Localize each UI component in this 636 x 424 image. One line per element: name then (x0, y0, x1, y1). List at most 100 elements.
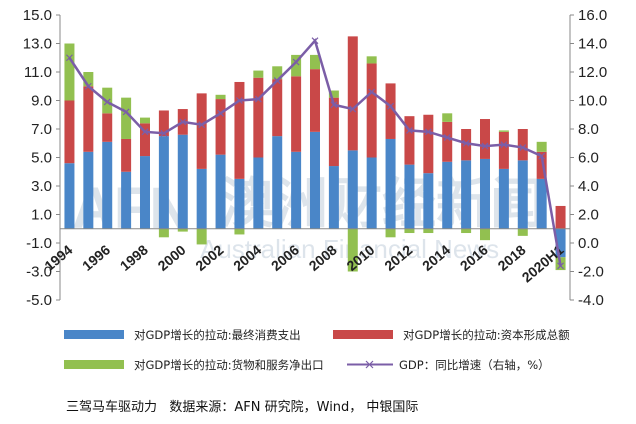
left-tick-label: 15.0 (23, 7, 52, 24)
gdp-point-1999 (160, 129, 168, 137)
right-tick-label: -2.0 (578, 264, 604, 281)
legend-label: GDP：同比增速（右轴，%） (399, 358, 550, 372)
bar-2005-s1 (272, 79, 283, 137)
gdp-point-2015 (462, 139, 470, 147)
bar-2003-s1 (234, 81, 245, 179)
right-tick-label: 6.0 (578, 150, 599, 167)
legend-label: 对GDP增长的拉动:资本形成总额 (403, 328, 570, 342)
left-tick-label: 9.0 (31, 93, 52, 110)
legend-swatch (333, 330, 393, 339)
bar-1997-s1 (121, 138, 132, 172)
bar-2013-s1 (423, 114, 434, 174)
gdp-point-2012 (406, 127, 413, 134)
right-tick-label: 12.0 (578, 64, 607, 81)
bar-2011-s2 (385, 228, 396, 238)
bar-1999-s1 (158, 110, 169, 137)
bar-2008-s1 (328, 97, 339, 167)
bar-1995-s1 (83, 86, 94, 152)
bar-2012-s2 (404, 228, 415, 234)
bar-1994-s1 (64, 100, 75, 164)
bar-1999-s2 (158, 228, 169, 238)
bar-2001-s0 (196, 168, 207, 229)
bar-2010-s2 (366, 56, 377, 64)
bar-2000-s2 (177, 228, 188, 232)
x-tick-label: 2000 (155, 241, 189, 273)
bar-1996-s1 (102, 113, 113, 142)
left-tick-label: 11.0 (24, 64, 52, 81)
bar-2008-s0 (328, 166, 339, 229)
legend-line-marker (365, 360, 374, 369)
bar-2018-s0 (517, 160, 528, 229)
bar-2012-s1 (404, 116, 415, 165)
bar-2002-s2 (215, 94, 226, 100)
gdp-point-2014 (443, 134, 451, 141)
gdp-point-1997 (122, 108, 130, 116)
gdp-point-2005 (273, 77, 281, 84)
gdp-point-2002 (217, 109, 224, 117)
x-tick-label: 1998 (117, 241, 151, 273)
right-tick-label: 14.0 (578, 36, 607, 53)
left-tick-label: -5.0 (26, 292, 52, 309)
bar-1994-s2 (64, 43, 75, 101)
bar-2007-s2 (310, 54, 320, 70)
bar-1994-s0 (64, 163, 75, 229)
left-tick-label: -3.0 (26, 264, 52, 281)
bar-2015-s2 (461, 228, 472, 234)
bar-2006-s2 (291, 54, 302, 77)
gdp-point-2017 (500, 141, 508, 149)
bar-2003-s2 (234, 228, 245, 235)
bar-1997-s2 (121, 97, 132, 139)
bar-2014-s1 (442, 121, 453, 162)
gdp-point-2001 (198, 121, 206, 129)
right-tick-label: 2.0 (578, 207, 599, 224)
bar-2015-s0 (461, 160, 472, 229)
gdp-point-2010 (368, 88, 376, 96)
legend-swatch (64, 360, 124, 369)
legend-swatch (64, 330, 124, 339)
bar-2004-s1 (253, 77, 264, 158)
x-tick-label: 1996 (79, 241, 113, 273)
legend: 对GDP增长的拉动:最终消费支出 对GDP增长的拉动:资本形成总额对GDP增长的拉… (64, 328, 570, 372)
gdp-point-2011 (387, 102, 394, 110)
right-tick-label: 10.0 (578, 93, 607, 110)
bar-2018-s2 (517, 228, 528, 236)
gdp-point-2016 (481, 142, 489, 150)
bar-2020H1-s1 (555, 205, 566, 229)
bar-2005-s0 (272, 136, 283, 229)
bar-2016-s0 (480, 158, 490, 229)
bar-2001-s1 (196, 93, 207, 169)
bar-1999-s0 (158, 136, 169, 229)
bar-2019-s0 (536, 178, 547, 229)
bar-2007-s0 (310, 131, 320, 229)
bar-2005-s2 (272, 66, 283, 80)
bar-2008-s2 (328, 90, 339, 98)
bar-1998-s2 (140, 117, 150, 124)
left-tick-label: 7.0 (31, 121, 52, 138)
right-tick-label: 16.0 (578, 7, 607, 24)
bar-2009-s2 (347, 228, 358, 272)
bar-2013-s2 (423, 228, 434, 234)
gdp-point-2007 (311, 37, 319, 45)
gdp-point-2006 (292, 58, 300, 66)
caption: 三驾马车驱动力 数据来源：AFN 研究院，Wind， 中银国际 (66, 400, 419, 415)
bar-2013-s0 (423, 173, 434, 229)
bar-2019-s2 (536, 141, 547, 152)
right-tick-label: 4.0 (578, 178, 599, 195)
gdp-point-2018 (519, 144, 527, 151)
bar-2006-s1 (291, 76, 302, 152)
bar-2004-s0 (253, 157, 264, 229)
bar-2007-s1 (310, 69, 320, 132)
left-tick-label: 3.0 (31, 178, 52, 195)
bar-2010-s0 (366, 157, 377, 229)
bar-2002-s0 (215, 154, 226, 229)
bars-layer (64, 36, 566, 272)
bar-2016-s2 (480, 228, 490, 241)
gdp-line-layer (66, 37, 564, 270)
gdp-point-1994 (66, 54, 73, 62)
bar-1996-s0 (102, 141, 113, 229)
left-tick-label: 13.0 (23, 36, 52, 53)
bar-2009-s0 (347, 150, 358, 229)
bar-2014-s2 (442, 113, 453, 122)
bar-2004-s2 (253, 70, 264, 78)
gdp-point-1995 (84, 82, 92, 90)
